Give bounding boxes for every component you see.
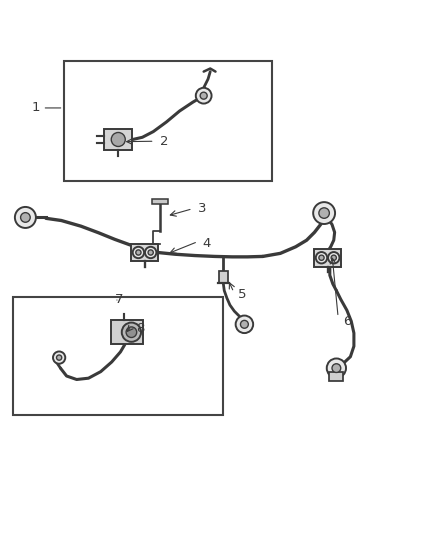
Text: 3: 3 — [198, 202, 206, 215]
Circle shape — [327, 359, 346, 378]
Text: 5: 5 — [238, 288, 247, 301]
Circle shape — [236, 316, 253, 333]
Circle shape — [200, 92, 207, 99]
Bar — [314, 249, 341, 266]
Circle shape — [148, 250, 153, 255]
Text: 7: 7 — [115, 293, 123, 306]
Bar — [104, 128, 132, 150]
Circle shape — [122, 322, 141, 342]
Circle shape — [319, 255, 324, 260]
Bar — [13, 297, 223, 415]
Circle shape — [133, 247, 144, 258]
Circle shape — [15, 207, 36, 228]
Circle shape — [313, 202, 335, 224]
Circle shape — [316, 252, 327, 263]
Circle shape — [196, 88, 212, 103]
Bar — [152, 199, 168, 204]
Circle shape — [21, 213, 30, 222]
Circle shape — [331, 255, 336, 260]
Bar — [219, 271, 228, 283]
Bar — [131, 244, 158, 261]
Circle shape — [332, 364, 341, 373]
Text: 4: 4 — [202, 237, 211, 250]
Circle shape — [240, 320, 248, 328]
Text: 8: 8 — [136, 322, 144, 335]
Bar — [110, 320, 143, 344]
Text: 1: 1 — [32, 101, 40, 115]
Circle shape — [319, 208, 329, 219]
Circle shape — [53, 351, 65, 364]
Circle shape — [111, 133, 125, 147]
Circle shape — [145, 247, 156, 258]
Circle shape — [126, 327, 137, 337]
Circle shape — [57, 355, 62, 360]
Circle shape — [328, 252, 339, 263]
Text: 6: 6 — [343, 315, 352, 328]
Circle shape — [136, 250, 141, 255]
Bar — [64, 61, 272, 181]
Bar — [329, 372, 343, 381]
Text: 2: 2 — [160, 135, 168, 148]
